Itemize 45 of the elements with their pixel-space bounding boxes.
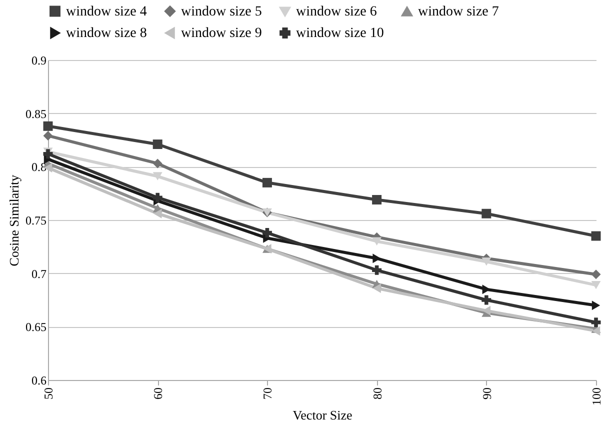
point — [152, 140, 162, 150]
point — [262, 228, 272, 238]
point — [43, 130, 53, 140]
point — [372, 265, 382, 275]
legend-label: window size 4 — [66, 4, 147, 20]
point — [372, 284, 381, 294]
legend-label: window size 7 — [418, 4, 499, 20]
point — [482, 257, 492, 266]
x-axis-title: Vector Size — [292, 408, 353, 422]
point — [152, 158, 162, 168]
point — [372, 194, 382, 204]
y-tick-label: 0.75 — [26, 214, 46, 228]
y-tick-label: 0.85 — [26, 106, 46, 121]
point — [591, 318, 601, 328]
y-tick-label: 0.6 — [32, 374, 46, 388]
point — [482, 208, 492, 218]
x-tick-label: 70 — [260, 388, 275, 400]
x-tick-label: 50 — [42, 388, 56, 400]
legend-label: window size 5 — [181, 4, 262, 20]
y-tick-label: 0.65 — [26, 320, 46, 334]
point — [372, 237, 382, 246]
point — [592, 326, 600, 336]
point — [43, 121, 53, 131]
point — [152, 172, 162, 180]
y-tick-label: 0.9 — [32, 54, 46, 68]
point — [372, 254, 381, 264]
point — [482, 295, 492, 305]
legend-label: window size 6 — [296, 4, 377, 20]
point — [43, 149, 53, 159]
point — [262, 178, 272, 188]
x-tick-label: 60 — [151, 388, 166, 400]
point — [592, 300, 600, 310]
point — [152, 192, 162, 202]
x-tick-label: 90 — [480, 388, 494, 400]
legend-label: window size 9 — [181, 26, 262, 41]
legend-label: window size 8 — [66, 26, 147, 41]
point — [591, 270, 601, 280]
y-tick-label: 0.7 — [32, 266, 46, 281]
x-tick-label: 100 — [590, 388, 604, 406]
point — [591, 231, 601, 241]
point — [591, 280, 601, 290]
point — [153, 208, 162, 218]
x-tick-label: 80 — [370, 388, 384, 400]
y-axis-title: Cosine Similarity — [6, 174, 22, 266]
legend-label: window size 10 — [296, 26, 384, 41]
